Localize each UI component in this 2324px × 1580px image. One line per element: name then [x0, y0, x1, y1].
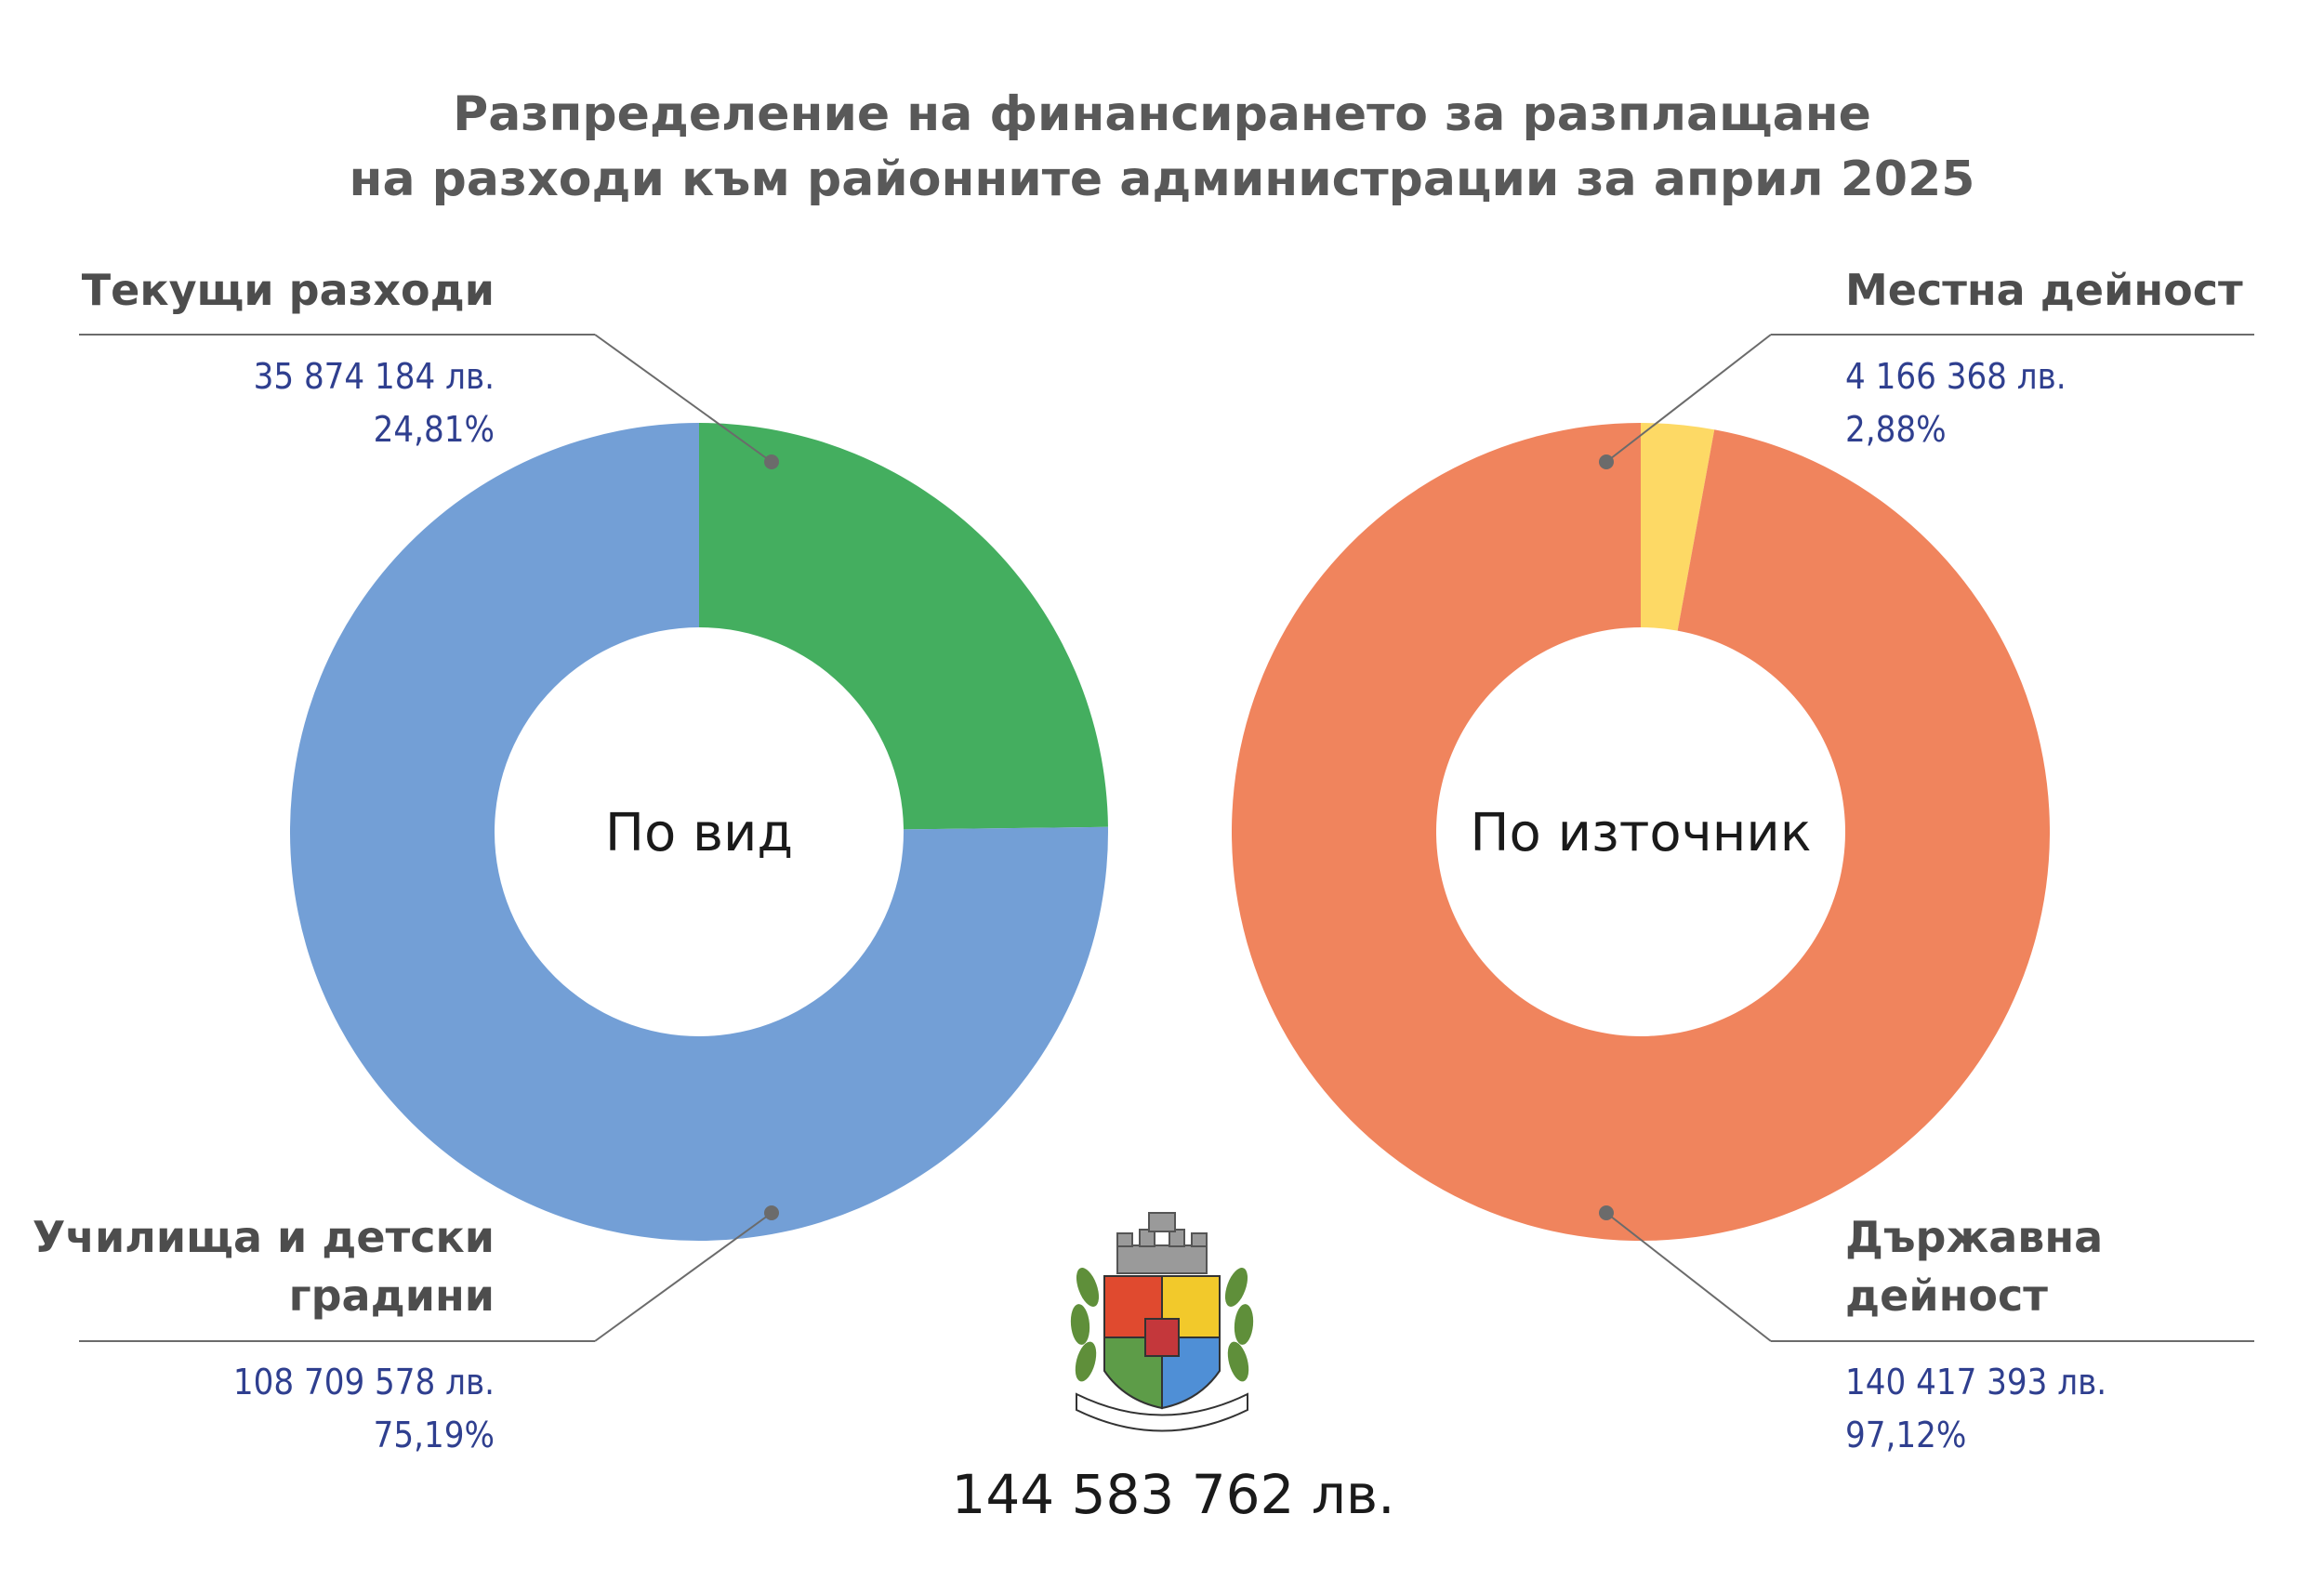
leader-line	[594, 334, 772, 463]
slice-value-label: 140 417 393 лв.	[1845, 1362, 2106, 1402]
donut-slice	[1641, 423, 1715, 631]
donut-chart-by-type: По вид	[289, 423, 1109, 1241]
donut-slice	[1231, 423, 2050, 1241]
slice-percent-label: 97,12%	[1845, 1415, 1966, 1455]
donut-center-label: По вид	[605, 803, 793, 863]
slice-label: Местна дейност	[1845, 265, 2243, 315]
donut-chart-by-source: По източник	[1231, 423, 2050, 1241]
callout-current-expenses: Текущи разходи 35 874 184 лв. 24,81%	[79, 265, 779, 469]
slice-value-label: 4 166 368 лв.	[1845, 356, 2067, 397]
slice-label: Текущи разходи	[82, 265, 495, 315]
donut-center-label: По източник	[1470, 803, 1811, 863]
total-amount: 144 583 762 лв.	[951, 1463, 1394, 1526]
slice-value-label: 108 709 578 лв.	[233, 1362, 495, 1402]
slice-percent-label: 24,81%	[374, 409, 495, 450]
slice-label-line-2: дейност	[1845, 1271, 2048, 1321]
donut-slice	[699, 423, 1108, 830]
slice-label-line-1: Държавна	[1845, 1212, 2103, 1262]
leader-dot	[764, 454, 779, 469]
leader-line	[1605, 334, 1772, 463]
leader-dot	[764, 1205, 779, 1220]
sofia-coat-of-arms-icon	[1070, 1212, 1254, 1432]
callout-state-activity: Държавна дейност 140 417 393 лв. 97,12%	[1599, 1205, 2254, 1455]
leader-line	[594, 1212, 772, 1342]
slice-label-line-1: Училища и детски	[33, 1212, 495, 1262]
slice-percent-label: 75,19%	[374, 1415, 495, 1455]
chart-title-line-2: на разходи към районните администрации з…	[350, 151, 1975, 207]
leader-dot	[1599, 454, 1614, 469]
callout-schools-kindergartens: Училища и детски градини 108 709 578 лв.…	[33, 1205, 779, 1455]
leader-dot	[1599, 1205, 1614, 1220]
slice-value-label: 35 874 184 лв.	[254, 356, 495, 397]
callout-local-activity: Местна дейност 4 166 368 лв. 2,88%	[1599, 265, 2254, 469]
slice-percent-label: 2,88%	[1845, 409, 1947, 450]
donut-slice	[289, 423, 1109, 1241]
slice-label-line-2: градини	[289, 1271, 495, 1321]
chart-title-line-1: Разпределение на финансирането за разпла…	[453, 86, 1871, 142]
leader-line	[1605, 1212, 1772, 1342]
